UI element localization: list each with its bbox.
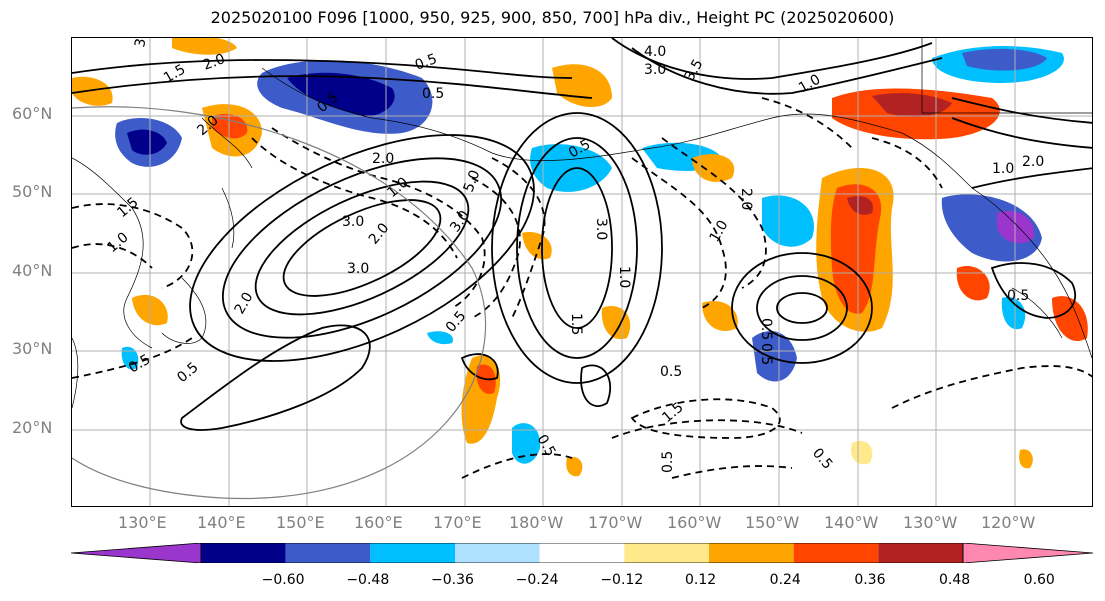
lon-label: 160°E [354, 513, 403, 532]
contour-label: 3.0 [644, 62, 666, 78]
colorbar-tick-label: −0.60 [261, 572, 305, 588]
lat-label: 60°N [12, 104, 53, 123]
contour-label: 4.0 [644, 44, 666, 60]
colorbar-tick-label: 0.12 [685, 572, 717, 588]
contour-label: 0.5 [422, 86, 444, 102]
lon-label: 150°W [745, 513, 800, 532]
lon-label: 170°E [433, 513, 482, 532]
contour-label: 3.5 [682, 57, 707, 84]
contour-label: 3.0 [342, 214, 364, 230]
contour-label: 2.0 [372, 151, 394, 167]
map-canvas: 3.02.01.50.54.03.03.51.00.52.01.52.01.03… [72, 38, 1092, 506]
colorbar-segment [709, 543, 794, 563]
contour-label: 0.5 [174, 359, 201, 386]
contour-label: 1.0 [384, 174, 411, 201]
chart-title: 2025020100 F096 [1000, 950, 925, 900, 85… [210, 8, 895, 27]
contour-label: 0.5 [1007, 288, 1029, 304]
colorbar-segment [285, 543, 371, 563]
colorbar-tick-label: −0.36 [431, 572, 474, 588]
colorbar-segment [539, 543, 625, 563]
convergence-shading [72, 38, 1088, 477]
lon-label: 140°W [824, 513, 879, 532]
contour-label: 0.5 [413, 51, 439, 74]
contour-label: 0.5 [660, 364, 682, 380]
contour-label: 1.5 [568, 313, 584, 335]
colorbar-extend-max [962, 543, 1094, 563]
contour-label: 3.0 [347, 261, 369, 277]
contour-label: 2.0 [366, 220, 393, 247]
colorbar-segment [624, 543, 709, 563]
colorbar-segment [878, 543, 963, 563]
height-contours-negative [72, 97, 1092, 479]
colorbar-outline [200, 543, 964, 563]
colorbar-tick-label: −0.12 [600, 572, 644, 588]
contour-label: 1.0 [616, 266, 632, 288]
lon-label: 160°W [667, 513, 722, 532]
contour-label: 0.5 [809, 445, 836, 472]
lat-label: 20°N [12, 418, 53, 437]
contour-label: 2.0 [1022, 154, 1044, 170]
graticule [72, 38, 1092, 506]
divergence-shading [115, 46, 1064, 464]
colorbar-segment [201, 543, 286, 563]
colorbar-tick-label: −0.48 [346, 572, 390, 588]
colorbar-segment [793, 543, 879, 563]
contour-label: 1.0 [104, 229, 131, 256]
colorbar-tick-label: 0.48 [939, 572, 971, 588]
contour-label: 2.0 [232, 290, 257, 317]
height-contours-positive [72, 38, 1092, 431]
contour-label: 1.0 [992, 161, 1014, 177]
lon-label: 130°W [903, 513, 958, 532]
colorbar-segment [455, 543, 540, 563]
projection-boundary [72, 106, 487, 500]
colorbar-tick-label: 0.60 [1023, 572, 1055, 588]
contour-label: 3.0 [593, 218, 609, 240]
lon-label: 180°W [509, 513, 564, 532]
contour-label: 1.0 [796, 71, 823, 96]
contour-label: 3.0 [447, 208, 473, 235]
colorbar-extend-min [71, 543, 202, 563]
lat-label: 50°N [12, 182, 53, 201]
lon-label: 170°W [588, 513, 643, 532]
lat-label: 40°N [12, 261, 53, 280]
lon-label: 130°E [118, 513, 167, 532]
map-panel: 3.02.01.50.54.03.03.51.00.52.01.52.01.03… [71, 37, 1093, 507]
lon-label: 120°W [981, 513, 1036, 532]
contour-label: 0.5 [758, 343, 774, 365]
lon-label: 150°E [276, 513, 325, 532]
contour-label: 3.0 [132, 38, 152, 49]
colorbar [71, 543, 1094, 563]
colorbar-tick-label: 0.24 [769, 572, 801, 588]
colorbar-tick-label: −0.24 [515, 572, 559, 588]
contour-label: 0.5 [660, 451, 676, 473]
colorbar-segment [370, 543, 455, 563]
contour-label: 5.0 [461, 168, 484, 194]
colorbar-tick-label: 0.36 [854, 572, 886, 588]
lon-label: 140°E [197, 513, 246, 532]
contour-label: 2.0 [738, 188, 754, 210]
contour-label: 2.0 [201, 51, 227, 74]
lat-label: 30°N [12, 339, 53, 358]
contour-label: 0.5 [758, 318, 774, 340]
